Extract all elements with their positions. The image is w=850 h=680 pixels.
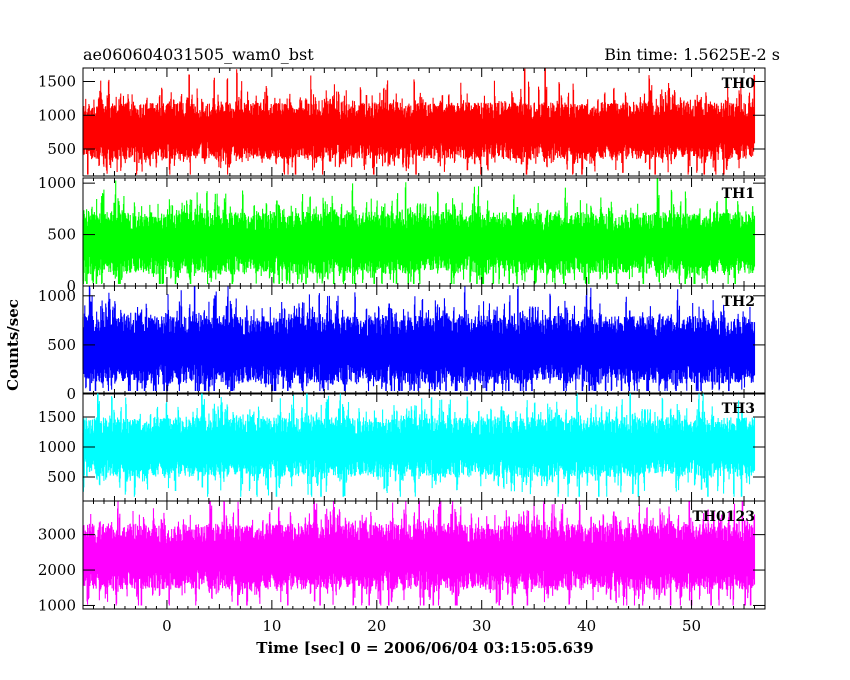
y-axis-title: Counts/sec — [4, 299, 22, 391]
y-tick-label: 1500 — [38, 73, 76, 91]
y-tick-label: 500 — [47, 226, 76, 244]
series-th0-trace — [82, 68, 756, 175]
panel-label-th1: TH1 — [722, 186, 755, 202]
y-tick-label: 0 — [66, 385, 76, 403]
panel-frame-th0 — [82, 67, 766, 177]
y-tick-label: 1500 — [38, 408, 76, 426]
x-tick-label: 10 — [262, 617, 281, 635]
y-tick-label: 1000 — [38, 438, 76, 456]
x-tick-label: 40 — [577, 617, 596, 635]
panel-label-th0: TH0 — [722, 76, 756, 92]
y-tick-label: 1000 — [38, 106, 76, 124]
series-th3-trace — [82, 393, 756, 497]
panel-label-th3: TH3 — [722, 401, 755, 417]
y-tick-label: 500 — [47, 140, 76, 158]
y-tick-label: 1000 — [38, 287, 76, 305]
chart-title-right: Bin time: 1.5625E-2 s — [604, 45, 780, 64]
panels-group: 500 1000 1500 TH0 0 500 1000 TH1 0 500 1000 TH2 500 1… — [38, 67, 766, 614]
x-tick-label: 50 — [682, 617, 701, 635]
x-axis: 0 10 20 30 40 50 — [162, 617, 701, 635]
y-tick-label: 1000 — [38, 174, 76, 192]
series-th1-trace — [82, 178, 756, 284]
y-tick-label: 500 — [47, 336, 76, 354]
chart-title-left: ae060604031505_wam0_bst — [83, 45, 314, 64]
y-tick-label: 0 — [66, 277, 76, 295]
series-th2-trace — [82, 286, 756, 392]
y-tick-label: 500 — [47, 468, 76, 486]
x-tick-label: 20 — [367, 617, 386, 635]
x-tick-label: 30 — [472, 617, 491, 635]
series-th0123-trace — [82, 501, 756, 606]
panel-frame-th0123 — [82, 500, 766, 610]
x-tick-label: 0 — [162, 617, 172, 635]
panel-label-th0123: TH0123 — [692, 509, 755, 525]
panel-frame-th2 — [82, 285, 766, 395]
x-axis-title: Time [sec] 0 = 2006/06/04 03:15:05.639 — [256, 639, 593, 657]
panel-label-th2: TH2 — [722, 294, 755, 310]
y-tick-label: 2000 — [38, 561, 76, 579]
y-tick-label: 1000 — [38, 596, 76, 614]
y-tick-label: 3000 — [38, 526, 76, 544]
